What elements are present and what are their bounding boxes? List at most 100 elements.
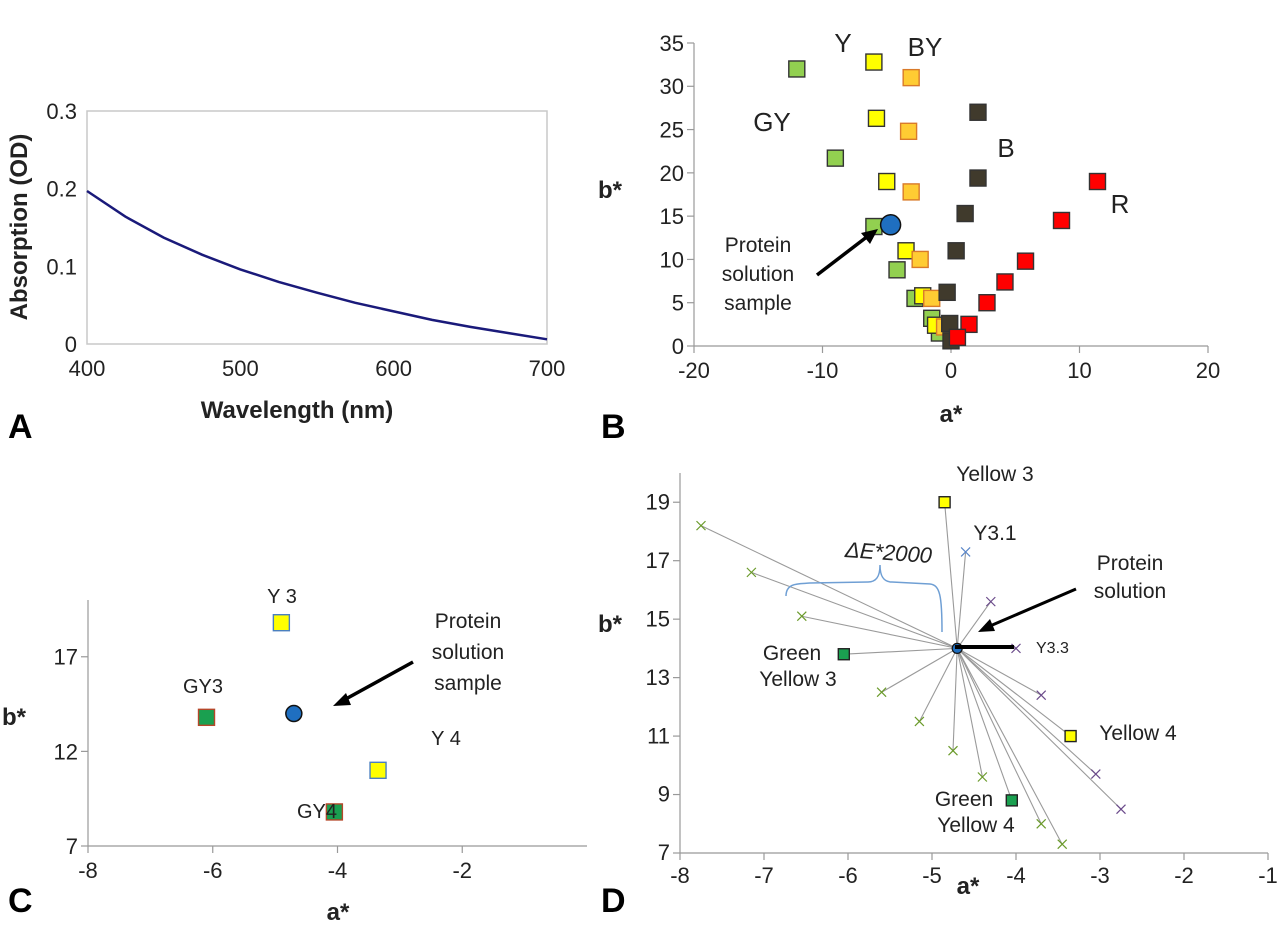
panel-d-label-yellow3: Yellow 3: [956, 463, 1033, 486]
y-tick-label: 0: [65, 332, 77, 357]
panel-d-distance-line: [956, 648, 1063, 845]
y-tick-label: 30: [660, 74, 684, 99]
panel-d-distance-line: [956, 647, 1097, 775]
panel-d-distance-line: [956, 601, 992, 649]
panel-b-point-gy: [888, 261, 906, 279]
panel-d-label-gy4-line2: Yellow 4: [937, 814, 1015, 837]
panel-c-point-gy3: [197, 708, 216, 727]
panel-c-letter: C: [8, 882, 33, 920]
panel-d-distance-line: [956, 551, 967, 649]
panel-b-point-by: [911, 250, 929, 269]
x-tick-label: 0: [945, 358, 957, 383]
x-tick-label: 400: [69, 356, 106, 381]
panel-d-cross-purple: [1090, 769, 1101, 780]
panel-d-distance-line: [881, 647, 958, 693]
y-tick-label: 25: [660, 117, 684, 142]
panel-d-label-yellow4: Yellow 4: [1099, 722, 1177, 745]
y-tick-label: 0.1: [46, 254, 77, 279]
panel-c-arrow-head: [333, 693, 351, 706]
panel-b-point-b: [938, 283, 956, 302]
panel-b-annotation-line3: sample: [724, 292, 792, 315]
panel-b-point-gy: [826, 149, 845, 167]
panel-c-annotation-line3: sample: [434, 672, 502, 695]
x-tick-label: -8: [78, 858, 98, 883]
y-tick-label: 0: [672, 334, 684, 359]
panel-d-distance-line: [801, 615, 958, 649]
panel-c-point-gy4: [325, 803, 344, 821]
panel-d-delta-brace: [785, 564, 943, 633]
panel-d-square-point: [1064, 729, 1077, 743]
panel-b-point-r: [1052, 211, 1071, 230]
panel-b-label-by: BY: [908, 32, 943, 62]
panel-b-point-r: [996, 273, 1014, 291]
panel-c-protein-sample-point: [285, 704, 303, 723]
panel-d-annotation-line2: solution: [1094, 580, 1166, 603]
panel-b-point-b: [969, 103, 987, 121]
panel-c-arrow-shaft: [343, 660, 414, 702]
panel-b-protein-sample-point: [879, 214, 902, 236]
panel-b-label-y: Y: [834, 28, 851, 58]
panel-b-point-b: [956, 204, 974, 223]
panel-d-distance-line: [956, 648, 1042, 825]
x-tick-label: -6: [203, 858, 223, 883]
panel-d-label-gy3-line2: Yellow 3: [759, 668, 836, 691]
x-tick-label: 10: [1067, 358, 1091, 383]
panel-d-distance-line: [918, 648, 958, 722]
panel-a-letter: A: [8, 408, 33, 446]
panel-d-cross-green: [746, 567, 757, 578]
x-tick-label: -20: [678, 358, 710, 383]
panel-b-point-gy: [788, 60, 806, 78]
panel-b-point-by: [923, 289, 941, 308]
panel-b-label-r: R: [1111, 189, 1130, 219]
x-tick-label: -1: [1258, 863, 1278, 888]
y-tick-label: 0.3: [46, 99, 77, 124]
panel-d-cross-purple: [985, 596, 996, 607]
panel-b-chart: -20 -10 0 10 20 0 5 10 15 20 25 30 35 Y BY GY B R Pr…: [598, 28, 1220, 446]
panel-b-annotation-line2: solution: [722, 263, 794, 286]
x-tick-label: -6: [838, 863, 858, 888]
panel-b-point-b: [969, 169, 987, 187]
panel-d-distance-line: [956, 647, 1122, 810]
y-tick-label: 15: [646, 606, 670, 631]
y-tick-label: 13: [646, 665, 670, 690]
y-tick-label: 9: [658, 782, 670, 807]
y-tick-label: 15: [660, 204, 684, 229]
panel-c-label-y4: Y 4: [431, 728, 461, 750]
panel-d-cross-purple: [1116, 804, 1126, 815]
panel-b-label-b: B: [997, 133, 1014, 163]
panel-b-point-by: [899, 122, 918, 141]
panel-c-label-gy3: GY3: [183, 676, 223, 698]
panel-d-label-y33: Y3.3: [1036, 640, 1069, 657]
x-tick-label: -2: [1174, 863, 1194, 888]
panel-c-annotation-line1: Protein: [435, 610, 502, 633]
panel-b-annotation-line1: Protein: [725, 234, 792, 257]
x-tick-label: -7: [754, 863, 774, 888]
panel-d-arrow-head: [978, 619, 995, 632]
panel-b-point-b: [947, 242, 965, 260]
panel-a-absorption-curve: [86, 189, 548, 341]
panel-a-plot-frame: [86, 110, 548, 345]
y-tick-label: 19: [646, 489, 670, 514]
panel-d-cross-green: [914, 716, 925, 727]
panel-d-distance-line: [956, 648, 1013, 801]
panel-d-distance-line: [956, 647, 1071, 737]
panel-b-point-r: [960, 315, 978, 334]
panel-d-letter: D: [601, 882, 626, 920]
panel-d-label-gy3-line1: Green: [763, 642, 821, 665]
panel-d-distance-line: [956, 647, 1042, 696]
panel-b-point-r: [1016, 252, 1035, 270]
panel-d-distance-line: [751, 571, 958, 649]
panel-d-cross-purple: [1036, 690, 1047, 701]
x-tick-label: -8: [670, 863, 690, 888]
panel-d-cross-green: [696, 520, 706, 531]
panel-d-x-axis-label: a*: [957, 873, 980, 900]
panel-c-label-gy4: GY4: [297, 801, 337, 823]
panel-b-point-y: [867, 109, 886, 128]
panel-d-distance-line: [843, 647, 958, 655]
y-tick-label: 11: [647, 723, 670, 748]
y-tick-label: 35: [660, 31, 684, 56]
y-tick-label: 20: [660, 161, 684, 186]
panel-c-x-axis-label: a*: [327, 899, 350, 926]
panel-d-y-axis-label: b*: [598, 611, 623, 638]
